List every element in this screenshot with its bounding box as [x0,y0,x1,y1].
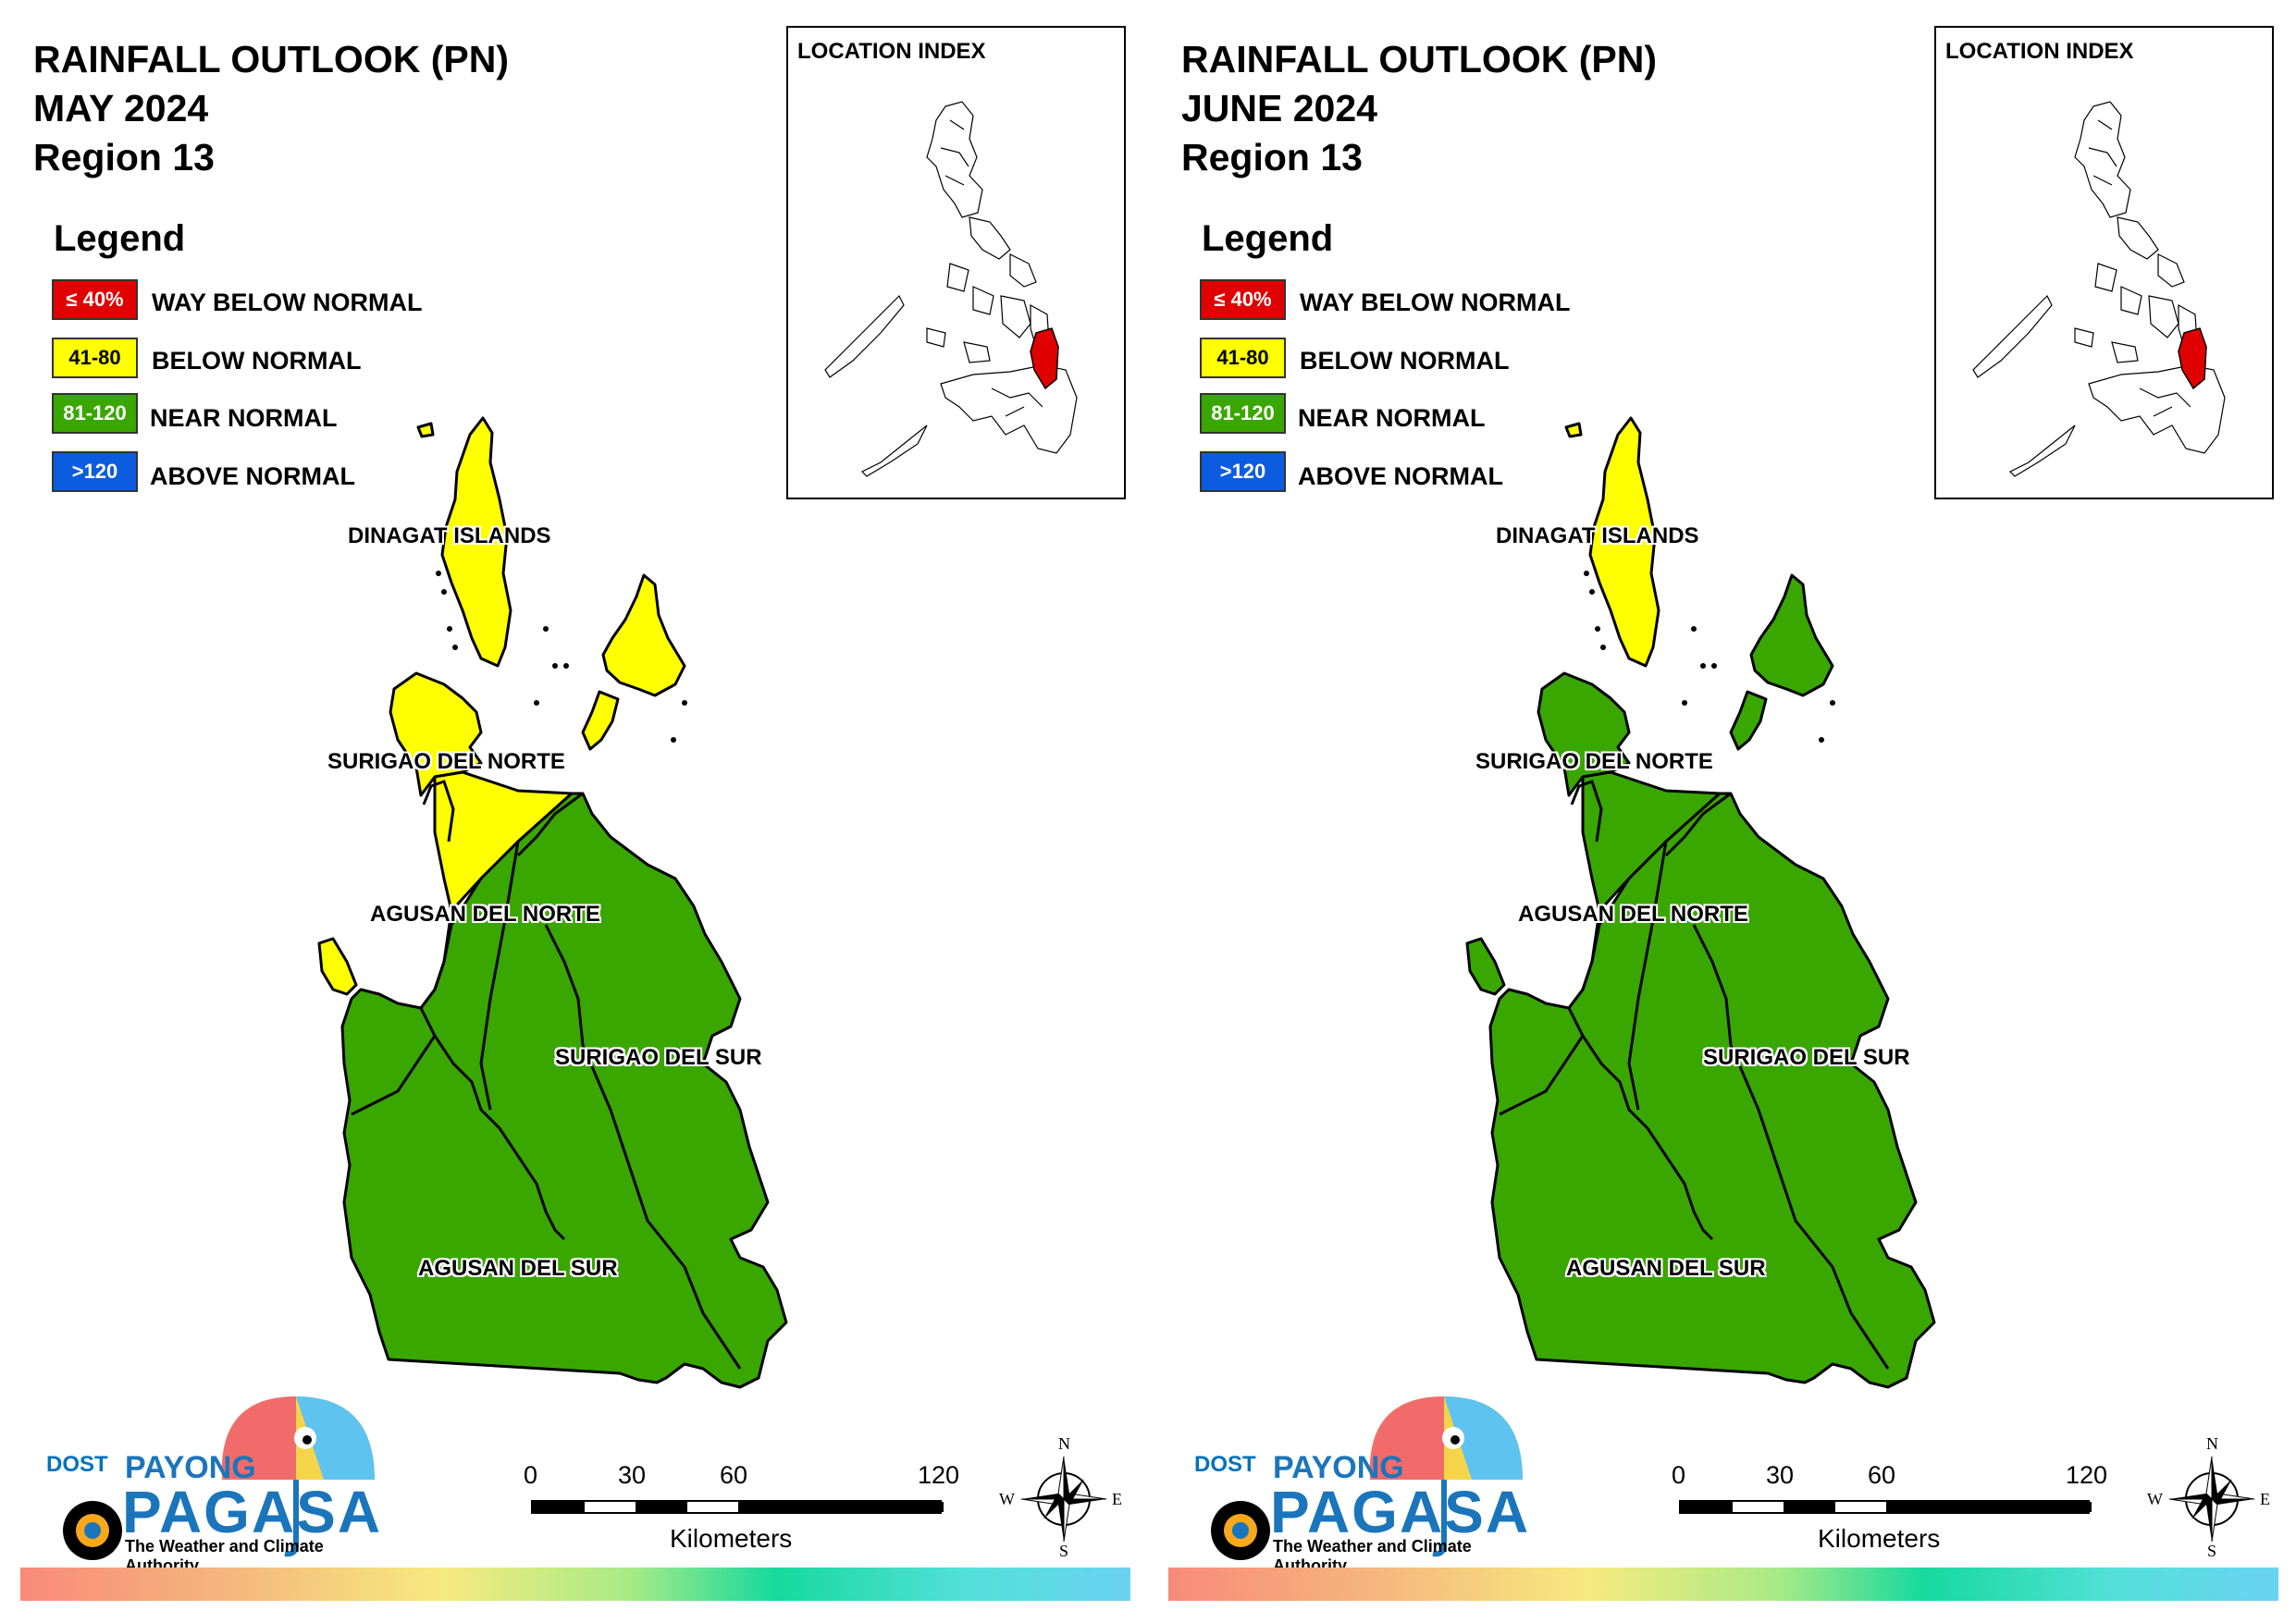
umbrella-icon [63,1396,375,1560]
panel-june-2024: RAINFALL OUTLOOK (PN) JUNE 2024 Region 1… [1148,0,2296,1623]
compass-e: E [1112,1490,1122,1508]
title-region: Region 13 [1181,136,1363,178]
logo-payong-text: PAYONG [1273,1450,1404,1485]
scale-unit: Kilometers [670,1524,793,1553]
map-title: RAINFALL OUTLOOK (PN) JUNE 2024 Region 1… [1181,35,1657,182]
legend-swatch-below: 41-80 [52,338,138,378]
logo-pagasa-text: PAGASA [122,1479,383,1545]
payong-pagasa-logo: DOST PAYONG PAGASA The Weather and Clima… [1167,1387,1537,1575]
legend-title: Legend [54,218,186,259]
color-gradient-footer [20,1568,1130,1601]
scale-bar [531,1500,944,1514]
label-agusan-del-norte: AGUSAN DEL NORTE [1518,902,1748,927]
legend-swatch-way-below: ≤ 40% [52,279,138,320]
scale-tick-120: 120 [918,1461,960,1489]
surigao-del-norte-shape [389,671,483,797]
legend-label-way-below: WAY BELOW NORMAL [1300,289,1571,316]
legend-label-near: NEAR NORMAL [150,404,338,432]
legend-label-below: BELOW NORMAL [152,347,362,375]
label-dinagat-islands: DINAGAT ISLANDS [348,523,551,548]
scale-tick-30: 30 [1766,1461,1795,1489]
surigao-del-norte-shape [1537,671,1631,797]
dinagat-islands-shape [440,416,512,668]
compass-n: N [1058,1434,1070,1453]
location-index-map: LOCATION INDEX [786,26,1126,499]
scale-tick-0: 0 [524,1461,538,1489]
title-month: JUNE 2024 [1181,87,1377,129]
location-index-title: LOCATION INDEX [1945,39,2134,64]
siargao-shape [601,573,686,697]
label-surigao-del-sur: SURIGAO DEL SUR [555,1045,762,1070]
legend-label-above: ABOVE NORMAL [150,462,355,490]
legend-label-way-below: WAY BELOW NORMAL [152,289,423,316]
scale-tick-0: 0 [1672,1461,1686,1489]
region-13-highlight [2178,327,2207,390]
agusan-del-norte-shape-south [340,792,788,1389]
logo-payong-text: PAYONG [125,1450,256,1485]
compass-w: W [2147,1490,2163,1508]
compass-rose-icon: N S W E [999,1434,1122,1560]
compass-n: N [2206,1434,2218,1453]
location-index-map: LOCATION INDEX [1934,26,2274,499]
title-region: Region 13 [33,136,215,178]
legend-swatch-above: >120 [52,451,138,492]
label-dinagat-islands: DINAGAT ISLANDS [1496,523,1699,548]
payong-pagasa-logo: DOST PAYONG PAGASA The Weather and Clima… [19,1387,389,1575]
legend-swatch-above: >120 [1200,451,1286,492]
legend-swatch-near: 81-120 [1200,393,1286,434]
map-title: RAINFALL OUTLOOK (PN) MAY 2024 Region 13 [33,35,509,182]
title-line-1: RAINFALL OUTLOOK (PN) [33,38,509,80]
compass-w: W [999,1490,1015,1508]
logo-dost-text: DOST [1194,1452,1256,1477]
label-surigao-del-sur: SURIGAO DEL SUR [1703,1045,1910,1070]
color-gradient-footer [1168,1568,2278,1601]
scale-tick-60: 60 [1868,1461,1896,1489]
umbrella-icon [1211,1396,1523,1560]
label-agusan-del-sur: AGUSAN DEL SUR [418,1256,618,1281]
dinagat-islands-shape [1588,416,1660,668]
panel-may-2024: RAINFALL OUTLOOK (PN) MAY 2024 Region 13… [19,26,1130,1601]
location-index-title: LOCATION INDEX [797,39,986,64]
title-month: MAY 2024 [33,87,209,129]
title-line-1: RAINFALL OUTLOOK (PN) [1181,38,1657,80]
siargao-shape [1749,573,1834,697]
legend-swatch-near: 81-120 [52,393,138,434]
legend-swatch-way-below: ≤ 40% [1200,279,1286,320]
legend-label-near: NEAR NORMAL [1298,404,1486,432]
legend-swatch-below: 41-80 [1200,338,1286,378]
philippines-outline [1972,101,2226,477]
label-surigao-del-norte: SURIGAO DEL NORTE [327,749,565,774]
legend-label-above: ABOVE NORMAL [1298,462,1503,490]
legend-title: Legend [1202,218,1334,259]
scale-tick-60: 60 [720,1461,748,1489]
agusan-del-norte-shape-south [1488,792,1936,1389]
region-13-map [1465,416,1936,1389]
scale-unit: Kilometers [1818,1524,1941,1553]
scale-tick-120: 120 [2066,1461,2108,1489]
label-agusan-del-sur: AGUSAN DEL SUR [1566,1256,1766,1281]
compass-e: E [2260,1490,2270,1508]
compass-s: S [2207,1542,2217,1560]
label-agusan-del-norte: AGUSAN DEL NORTE [370,902,600,927]
label-surigao-del-norte: SURIGAO DEL NORTE [1475,749,1713,774]
compass-rose-icon: N S W E [2147,1434,2270,1560]
compass-s: S [1059,1542,1069,1560]
scale-tick-30: 30 [618,1461,647,1489]
logo-pagasa-text: PAGASA [1270,1479,1531,1545]
legend-label-below: BELOW NORMAL [1300,347,1510,375]
logo-dost-text: DOST [46,1452,108,1477]
region-13-map [317,416,788,1389]
philippines-outline [824,101,1078,477]
scale-bar [1679,1500,2092,1514]
region-13-highlight [1030,327,1059,390]
